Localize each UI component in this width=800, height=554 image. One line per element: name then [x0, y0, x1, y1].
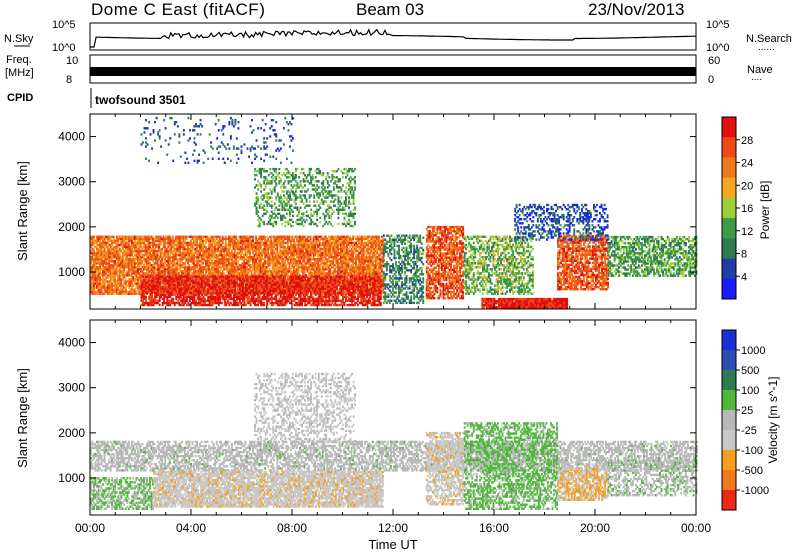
scatter-cell [151, 294, 153, 296]
scatter-cell [382, 238, 384, 240]
scatter-cell [114, 276, 116, 278]
power-cells [90, 117, 697, 309]
noise-trace [90, 30, 696, 47]
scatter-cell [202, 270, 204, 272]
scatter-cell [292, 236, 294, 238]
scatter-cell [184, 262, 186, 264]
scatter-cell [382, 262, 384, 264]
noise-left-top: 10^5 [52, 19, 76, 31]
scatter-cell [93, 236, 95, 238]
scatter-cell [269, 268, 271, 270]
scatter-cell [160, 236, 162, 238]
scatter-cell [159, 282, 161, 284]
scatter-cell [145, 296, 147, 298]
scatter-cell [219, 236, 221, 238]
scatter-cell [255, 236, 257, 238]
scatter-cell [141, 279, 143, 281]
scatter-cell [185, 238, 187, 240]
scatter-cell [252, 236, 254, 238]
scatter-cell [381, 236, 383, 238]
scatter-cell [160, 244, 162, 246]
scatter-cell [382, 289, 384, 291]
scatter-cell [304, 270, 306, 272]
nave-right-bottom: 0 [708, 74, 714, 86]
scatter-cell [113, 236, 115, 238]
scatter-cell [104, 282, 106, 284]
nsearch-dots: ...... [758, 42, 775, 53]
scatter-cell [164, 244, 166, 246]
nave-dots: .... [751, 72, 762, 83]
freq-label-2: [MHz] [5, 67, 34, 79]
scatter-cell [235, 236, 237, 238]
scatter-cell [159, 304, 161, 306]
scatter-cell [222, 236, 224, 238]
scatter-cell [198, 256, 200, 258]
freq-left-bottom: 8 [66, 74, 72, 86]
nsky-label: N.Sky [4, 33, 34, 45]
scatter-cell [153, 282, 155, 284]
scatter-cell [169, 236, 171, 238]
scatter-cell [119, 248, 121, 250]
scatter-cell [310, 238, 312, 240]
scatter-cell [293, 238, 295, 240]
nave-right-top: 60 [708, 55, 720, 67]
scatter-cell [107, 276, 109, 278]
scatter-cell [267, 250, 269, 252]
scatter-cell [104, 238, 106, 240]
noise-right-bottom: 10^0 [706, 42, 730, 54]
scatter-cell [139, 282, 141, 284]
scatter-cell [378, 236, 380, 238]
date-title: 23/Nov/2013 [588, 0, 684, 19]
noise-left-bottom: 10^0 [52, 42, 76, 54]
scatter-cell [152, 236, 154, 238]
freq-trace [90, 67, 696, 76]
scatter-cell [348, 262, 350, 264]
beam-title: Beam 03 [356, 0, 424, 19]
scatter-cell [266, 236, 268, 238]
cpid-label: CPID [7, 92, 33, 104]
station-title: Dome C East (fitACF) [91, 0, 265, 19]
scatter-cell [376, 250, 378, 252]
scatter-cell [207, 236, 209, 238]
scatter-cell [242, 250, 244, 252]
scatter-cell [325, 236, 327, 238]
scatter-cell [270, 238, 272, 240]
scatter-cell [320, 236, 322, 238]
scatter-cell [147, 292, 149, 294]
scatter-cell [310, 236, 312, 238]
cpid-text: twofsound 3501 [95, 93, 186, 107]
scatter-cell [202, 262, 204, 264]
freq-label-1: Freq. [6, 54, 32, 66]
scatter-cell [298, 270, 300, 272]
freq-left-top: 10 [66, 55, 78, 67]
scatter-cell [352, 238, 354, 240]
scatter-cell [349, 236, 351, 238]
scatter-cell [251, 270, 253, 272]
scatter-cell [122, 256, 124, 258]
scatter-cell [142, 275, 144, 277]
scatter-cell [354, 236, 356, 238]
scatter-cell [252, 238, 254, 240]
scatter-cell [249, 250, 251, 252]
scatter-cell [101, 289, 103, 291]
scatter-cell [225, 236, 227, 238]
scatter-cell [304, 236, 306, 238]
noise-right-top: 10^5 [706, 19, 730, 31]
scatter-cell [172, 236, 174, 238]
